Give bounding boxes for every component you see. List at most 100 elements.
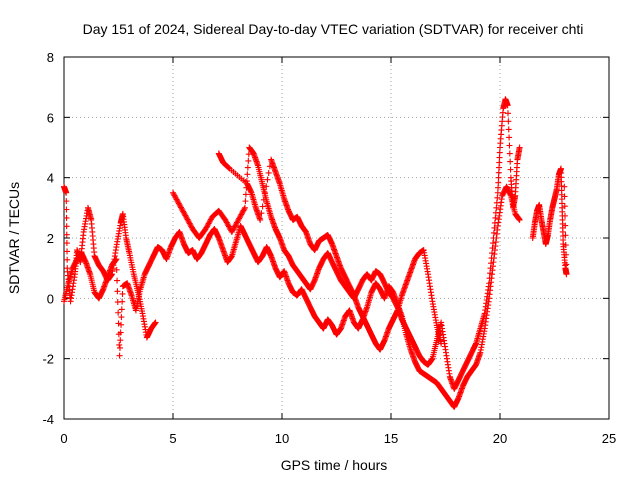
data-point <box>490 235 497 241</box>
y-tick-label: 0 <box>47 291 54 306</box>
data-point <box>63 231 70 238</box>
data-point <box>562 232 569 239</box>
data-point <box>506 150 513 157</box>
data-point <box>494 189 501 196</box>
data-point <box>504 102 511 109</box>
data-point <box>63 198 70 205</box>
data-series <box>215 150 445 353</box>
data-point <box>495 174 502 181</box>
data-point <box>561 203 568 210</box>
y-tick-label: -4 <box>42 412 54 427</box>
y-axis-label: SDTVAR / TECUs <box>6 182 22 294</box>
x-tick-label: 5 <box>169 431 176 446</box>
data-point <box>264 176 271 183</box>
x-tick-label: 15 <box>384 431 398 446</box>
chart-title: Day 151 of 2024, Sidereal Day-to-day VTE… <box>83 21 584 37</box>
data-point <box>504 110 511 117</box>
data-point <box>563 261 570 268</box>
data-point <box>119 290 126 297</box>
data-point <box>117 337 124 344</box>
data-point <box>242 191 249 198</box>
data-point <box>260 196 267 203</box>
data-point <box>263 183 270 190</box>
data-point <box>495 169 502 176</box>
data-point <box>114 288 121 295</box>
data-point <box>64 256 71 263</box>
data-point <box>487 270 494 277</box>
data-point <box>64 248 71 255</box>
data-point <box>63 214 70 221</box>
data-point <box>488 260 495 267</box>
data-point <box>241 204 248 211</box>
data-point <box>244 171 251 178</box>
data-point <box>116 352 123 359</box>
y-tick-labels: -4 -2 0 2 4 6 8 <box>42 50 54 427</box>
data-point <box>244 164 251 171</box>
data-point <box>118 314 125 321</box>
data-point <box>562 242 569 249</box>
data-point <box>506 142 513 149</box>
data-point <box>516 144 523 151</box>
data-point <box>490 229 497 236</box>
data-point <box>492 209 499 216</box>
data-point <box>259 203 266 210</box>
data-point <box>242 198 249 205</box>
data-point <box>117 329 124 336</box>
data-point <box>507 158 514 165</box>
data-point <box>495 179 502 186</box>
data-point <box>63 240 70 247</box>
data-point <box>241 206 248 213</box>
data-point <box>257 216 264 223</box>
data-point <box>491 219 498 226</box>
data-point <box>245 157 252 164</box>
grid <box>64 57 609 419</box>
data-point <box>561 193 568 200</box>
data-series <box>529 165 570 278</box>
data-point <box>116 341 123 348</box>
y-tick-label: 2 <box>47 231 54 246</box>
data-point <box>562 212 569 219</box>
data-point <box>63 223 70 230</box>
data-point <box>118 306 125 313</box>
data-point <box>114 277 121 284</box>
data-point <box>561 183 568 190</box>
y-tick-label: 6 <box>47 110 54 125</box>
data-point <box>245 151 252 158</box>
data-point <box>489 240 496 247</box>
data-point <box>152 319 159 326</box>
data-point <box>63 206 70 213</box>
data-point <box>496 149 503 156</box>
data-point <box>505 126 512 133</box>
data-point <box>115 309 122 316</box>
data-point <box>116 344 123 351</box>
data-point <box>496 159 503 166</box>
tick-marks <box>63 56 610 420</box>
data-point <box>563 271 570 278</box>
data-point <box>494 194 501 201</box>
x-axis-label: GPS time / hours <box>281 457 388 473</box>
data-point <box>438 340 445 347</box>
x-tick-label: 0 <box>60 431 67 446</box>
x-tick-label: 10 <box>275 431 289 446</box>
data-series <box>61 183 523 410</box>
data-points <box>61 96 570 410</box>
data-point <box>63 189 70 196</box>
data-point <box>488 255 495 262</box>
data-point <box>486 275 493 282</box>
data-point <box>496 154 503 161</box>
data-point <box>493 199 500 206</box>
data-point <box>486 280 493 287</box>
data-point <box>265 169 272 176</box>
data-point <box>489 250 496 257</box>
data-point <box>489 245 496 252</box>
data-point <box>119 298 126 305</box>
x-tick-label: 20 <box>493 431 507 446</box>
y-tick-label: 4 <box>47 171 54 186</box>
data-point <box>487 265 494 272</box>
data-point <box>262 190 269 197</box>
data-series <box>170 96 523 392</box>
data-point <box>562 222 569 229</box>
data-point <box>505 118 512 125</box>
data-point <box>507 166 514 173</box>
data-point <box>563 251 570 258</box>
